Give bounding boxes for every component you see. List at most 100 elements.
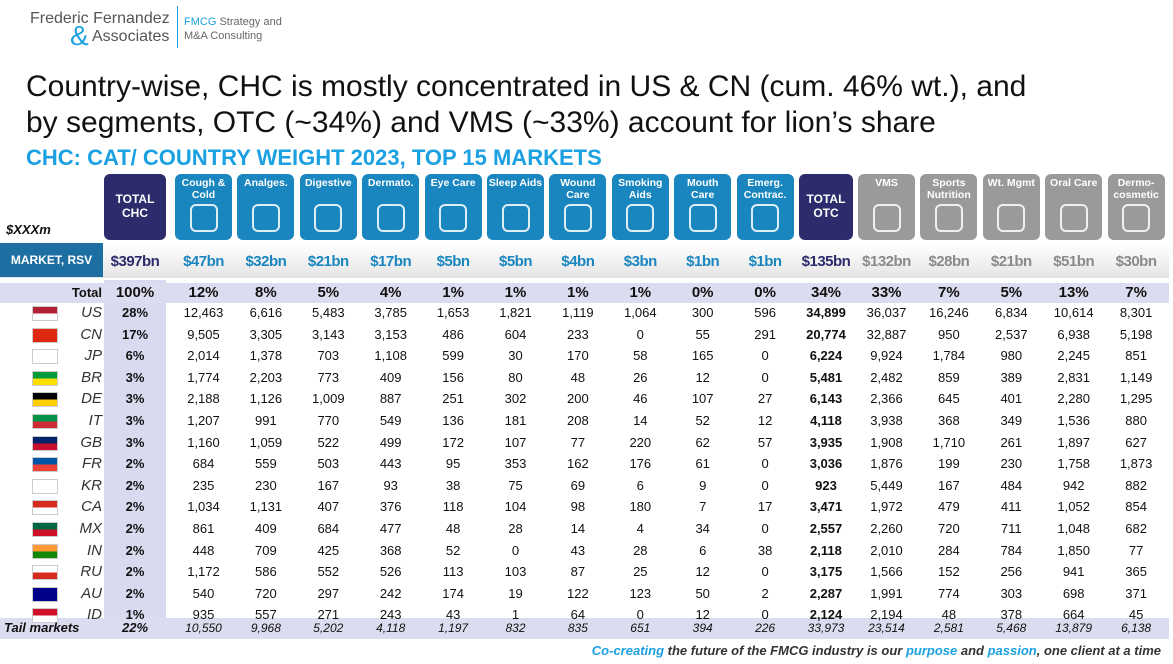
unit: $XXXm <box>6 222 51 237</box>
value: 1,009 <box>312 391 345 407</box>
value: 122 <box>567 585 589 601</box>
value: 9 <box>699 477 707 493</box>
total-share: 7% <box>1125 284 1147 301</box>
icon <box>1059 204 1088 232</box>
value: 365 <box>1125 564 1147 580</box>
value: 1,126 <box>249 391 283 407</box>
value: 0 <box>636 326 644 342</box>
value: 123 <box>629 585 652 601</box>
tagline-text: Strategy and <box>216 16 282 28</box>
country-share: 3% <box>125 369 145 385</box>
value: 684 <box>317 521 340 536</box>
value: 2,287 <box>809 585 843 601</box>
country-code: IN <box>87 541 102 559</box>
value: 1,784 <box>932 348 966 364</box>
column-header: Analges. <box>237 174 295 240</box>
footer-text: passion <box>987 643 1037 658</box>
value: 1,119 <box>562 305 594 320</box>
value: 243 <box>379 607 402 623</box>
country-share: 2% <box>125 542 145 558</box>
column-header: Dermo-cosmetic <box>1107 174 1165 240</box>
value: 499 <box>379 434 402 450</box>
value: 980 <box>1000 348 1023 364</box>
country-code: IT <box>88 412 102 429</box>
value: 12,463 <box>183 305 224 320</box>
value: 407 <box>317 499 340 515</box>
icon <box>314 204 343 232</box>
value: 540 <box>192 585 215 601</box>
tail-value: 5,468 <box>996 621 1027 635</box>
value: 17 <box>757 499 773 515</box>
total-share: 1% <box>567 284 589 301</box>
value: 32,887 <box>866 326 907 342</box>
column-header: Eye Care <box>424 174 482 240</box>
value: 720 <box>938 521 960 536</box>
market-label: MARKET, RSV <box>0 243 103 277</box>
value: 1,774 <box>187 369 220 385</box>
value: 5,481 <box>809 369 843 385</box>
column-total: $28bn <box>928 253 970 270</box>
value: 77 <box>570 434 586 450</box>
value: 0 <box>761 456 769 472</box>
value: 2,831 <box>1057 369 1090 385</box>
column-header: Mouth Care <box>674 174 732 240</box>
value: 773 <box>317 369 340 385</box>
value: 1,566 <box>870 564 903 580</box>
value: 57 <box>757 434 773 450</box>
value: 2,194 <box>870 607 903 623</box>
column-total: $51bn <box>1053 253 1095 270</box>
value: 2 <box>761 585 769 601</box>
value: 549 <box>379 413 402 428</box>
flag <box>32 392 58 408</box>
total-share: 5% <box>317 284 340 301</box>
total-share: 4% <box>379 284 402 301</box>
column-total: $5bn <box>436 253 471 270</box>
value: 2,124 <box>809 607 843 623</box>
value: 103 <box>504 564 527 580</box>
value: 1,653 <box>436 305 470 320</box>
country-share: 2% <box>125 521 145 536</box>
value: 0 <box>761 607 769 623</box>
value: 300 <box>691 305 714 320</box>
value: 1,758 <box>1057 456 1090 472</box>
value: 9,924 <box>870 348 903 364</box>
flag <box>32 306 58 321</box>
column-header: Emerg. Contrac. <box>736 174 794 240</box>
value: 711 <box>1000 521 1022 536</box>
value: 6 <box>636 477 644 493</box>
divider <box>177 6 178 48</box>
value: 2,010 <box>870 542 903 558</box>
value: 1,378 <box>249 348 283 364</box>
footer-text: Co-creating <box>591 643 665 658</box>
value: 6,143 <box>809 391 843 407</box>
value: 1,873 <box>1119 456 1153 472</box>
value: 2,482 <box>870 369 903 385</box>
value: 6 <box>699 542 707 558</box>
value: 559 <box>255 456 277 472</box>
footer-text: the future of the FMCG industry is our <box>664 643 906 658</box>
value: 645 <box>938 391 960 407</box>
value: 200 <box>567 391 589 407</box>
value: 28 <box>633 542 648 558</box>
value: 3,305 <box>249 326 283 342</box>
icon <box>751 204 780 232</box>
tagline: FMCG Strategy and <box>184 16 282 28</box>
value: 586 <box>255 564 277 580</box>
value: 235 <box>192 477 215 493</box>
value: 443 <box>379 456 402 472</box>
title: Country-wise, CHC is mostly concentrated… <box>26 70 1027 103</box>
value: 770 <box>317 413 340 428</box>
value: 233 <box>567 326 589 342</box>
tail-row-bg <box>0 618 1169 639</box>
value: 302 <box>504 391 527 407</box>
column-header: Smoking Aids <box>611 174 669 240</box>
tail-share: 22% <box>121 620 149 635</box>
value: 16,246 <box>929 305 969 320</box>
flag <box>32 608 58 624</box>
country-code: KR <box>81 476 102 494</box>
value: 486 <box>442 326 464 342</box>
value: 923 <box>815 477 837 493</box>
value: 43 <box>445 607 461 623</box>
value: 0 <box>761 564 769 580</box>
title: by segments, OTC (~34%) and VMS (~33%) a… <box>26 106 936 139</box>
